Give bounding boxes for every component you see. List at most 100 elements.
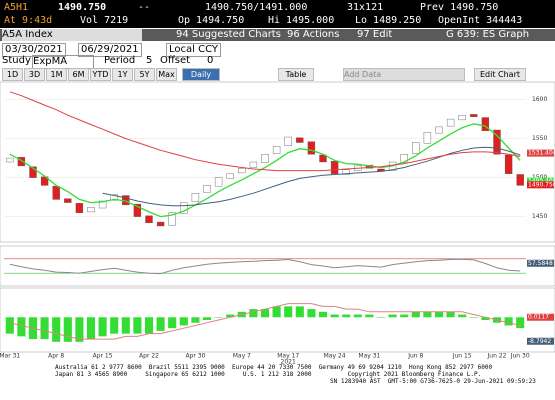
series-line bbox=[9, 258, 521, 275]
candle bbox=[307, 141, 316, 155]
price-marker bbox=[527, 337, 554, 345]
candle bbox=[261, 153, 269, 163]
y-tick-label: 1500 bbox=[532, 174, 547, 181]
chart-area: 1600 1550 1500 1450 1531.404 1495.4601490.750… bbox=[0, 81, 555, 366]
x-tick-label: Jun 30 bbox=[510, 353, 530, 360]
candle bbox=[226, 173, 234, 179]
frequency[interactable]: Daily bbox=[182, 68, 220, 81]
open: Op 1494.750 bbox=[178, 15, 245, 26]
histogram-bar bbox=[202, 317, 212, 320]
candle bbox=[493, 129, 501, 155]
candle bbox=[319, 154, 327, 163]
histogram-bar bbox=[17, 317, 26, 337]
y-tick-label: 1600 bbox=[532, 96, 547, 103]
x-tick-label: Jun 8 bbox=[407, 353, 423, 360]
offset-label: Offset bbox=[160, 55, 191, 66]
price-marker-label: -8.7942 bbox=[528, 338, 551, 345]
histogram-bar bbox=[40, 317, 49, 340]
range-button[interactable]: 1D bbox=[2, 68, 23, 81]
range-button[interactable]: 1Y bbox=[112, 68, 133, 81]
offset[interactable]: 0 bbox=[207, 55, 214, 66]
candle bbox=[423, 132, 432, 144]
period[interactable]: 5 bbox=[146, 55, 153, 66]
x-tick-label: Apr 30 bbox=[185, 353, 205, 360]
footer-line: Japan 81 3 4565 8900 Singapore 65 6212 1… bbox=[55, 371, 482, 378]
change: -- bbox=[138, 2, 151, 13]
histogram-bar bbox=[400, 314, 409, 318]
histogram-bar bbox=[318, 311, 328, 318]
candle bbox=[238, 168, 246, 174]
candle bbox=[75, 203, 84, 213]
size: 31x121 bbox=[347, 2, 384, 13]
candle bbox=[52, 185, 60, 200]
x-tick-label: Apr 22 bbox=[139, 353, 159, 360]
y-tick-label: 1450 bbox=[532, 213, 547, 220]
candle bbox=[400, 153, 408, 163]
range-button[interactable]: 3D bbox=[24, 68, 45, 81]
series-line bbox=[9, 303, 521, 340]
bid-ask: 1490.750/1491.000 bbox=[205, 2, 308, 13]
x-tick-label: May 7 bbox=[233, 353, 251, 360]
end-date[interactable]: 06/29/2021 bbox=[78, 43, 142, 57]
candle bbox=[249, 161, 258, 168]
x-tick-label: Mar 31 bbox=[0, 353, 20, 360]
edit-menu[interactable]: 97 Edit bbox=[357, 29, 393, 40]
header-bar bbox=[0, 0, 555, 28]
histogram-bar bbox=[353, 314, 362, 318]
candle bbox=[412, 142, 420, 154]
range-button[interactable]: YTD bbox=[90, 68, 111, 81]
currency[interactable]: Local CCY bbox=[166, 43, 221, 57]
range-button[interactable]: 1M bbox=[46, 68, 67, 81]
price-marker-label: 0.0117 bbox=[528, 314, 549, 321]
edit-chart[interactable]: Edit Chart bbox=[474, 68, 526, 81]
add-data[interactable]: Add Data bbox=[343, 68, 465, 81]
study-name[interactable]: ExpMA bbox=[32, 55, 94, 69]
candle bbox=[110, 194, 118, 201]
range-button[interactable]: 6M bbox=[68, 68, 89, 81]
range-button[interactable]: Max bbox=[156, 68, 177, 81]
suggested-charts[interactable]: 94 Suggested Charts bbox=[176, 29, 281, 40]
y-tick-label: 1550 bbox=[532, 135, 547, 142]
candle bbox=[133, 203, 142, 217]
table-button[interactable]: Table bbox=[278, 68, 314, 81]
candle bbox=[180, 202, 188, 214]
histogram-bar bbox=[330, 314, 339, 318]
candle bbox=[214, 177, 223, 187]
series-line bbox=[9, 123, 521, 218]
price-marker-label: 1531.404 bbox=[528, 150, 555, 157]
histogram-bar bbox=[63, 317, 72, 342]
footer-line: Australia 61 2 9777 8600 Brazil 5511 239… bbox=[55, 364, 493, 371]
price-marker-label: 1490.750 bbox=[528, 181, 555, 188]
volume: Vol 7219 bbox=[80, 15, 129, 26]
price-marker-label: 1495.460 bbox=[528, 178, 555, 185]
open-interest: OpenInt 344443 bbox=[438, 15, 523, 26]
actions-menu[interactable]: 96 Actions bbox=[287, 29, 340, 40]
histogram-bar bbox=[376, 317, 386, 318]
histogram-bar bbox=[446, 311, 455, 318]
candle bbox=[296, 137, 304, 143]
candle bbox=[458, 115, 466, 121]
security[interactable]: A5A Index bbox=[2, 29, 142, 41]
start-date[interactable]: 03/30/2021 bbox=[2, 43, 66, 57]
histogram-bar bbox=[98, 317, 107, 337]
histogram-bar bbox=[133, 317, 142, 334]
price-marker bbox=[527, 313, 554, 321]
x-tick-label: May 31 bbox=[358, 353, 380, 360]
histogram-bar bbox=[121, 317, 130, 334]
x-year-label: 2021 bbox=[281, 359, 296, 366]
histogram-bar bbox=[260, 309, 270, 318]
histogram-bar bbox=[434, 311, 444, 318]
candle bbox=[191, 192, 200, 202]
candle bbox=[470, 114, 478, 117]
candle bbox=[98, 200, 107, 209]
histogram-bar bbox=[5, 317, 14, 334]
panel bbox=[0, 245, 555, 287]
price-marker bbox=[527, 181, 554, 189]
ticker: A5H1 bbox=[4, 2, 29, 13]
candle bbox=[446, 118, 455, 127]
histogram-bar bbox=[110, 317, 119, 334]
price-marker bbox=[527, 177, 554, 185]
range-button[interactable]: 5Y bbox=[134, 68, 155, 81]
candle bbox=[156, 221, 165, 227]
histogram-bar bbox=[52, 317, 61, 342]
